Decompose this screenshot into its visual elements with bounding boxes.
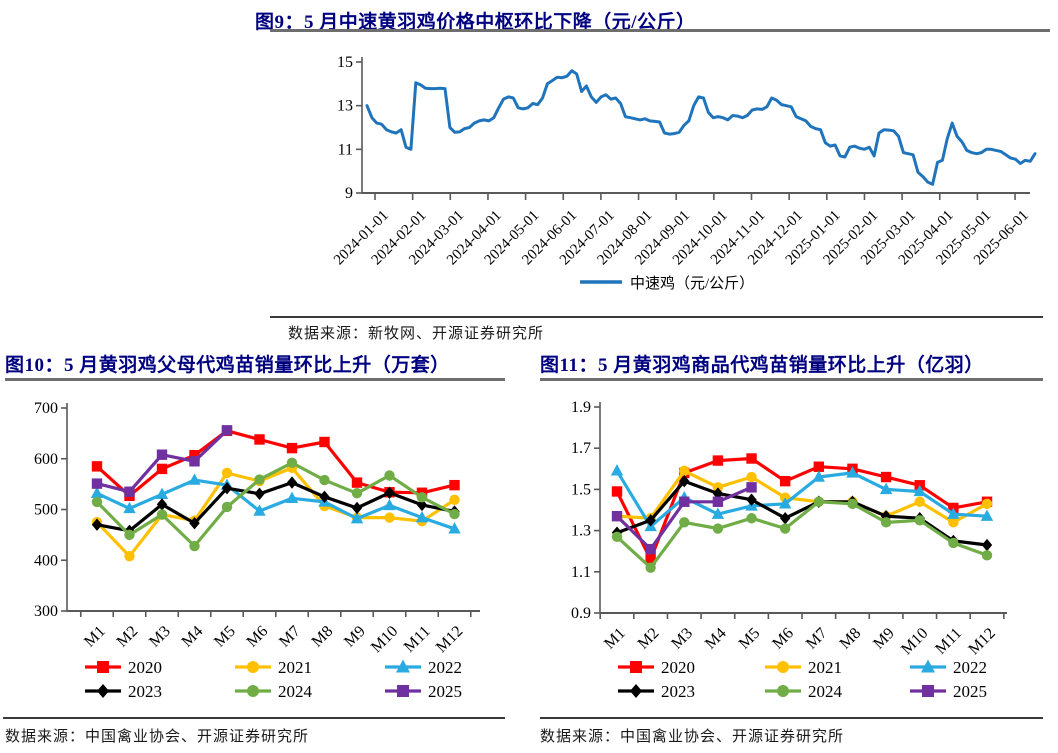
svg-text:中速鸡（元/公斤）: 中速鸡（元/公斤） — [630, 275, 754, 292]
fig10-title: 图10：5 月黄羽鸡父母代鸡苗销量环比上升（万套） — [5, 355, 450, 376]
fig10-legend: 2020 2021 2022 2023 2024 2025 — [85, 658, 462, 701]
fig10-x-ticks — [79, 611, 472, 617]
fig9-price-line-chart: 9 11 13 15 2024-01-012024-02-012024-03-01202… — [331, 54, 1037, 292]
svg-text:2024: 2024 — [808, 682, 843, 701]
svg-text:M2: M2 — [635, 625, 663, 653]
svg-text:1.9: 1.9 — [571, 399, 591, 416]
fig9-legend: 中速鸡（元/公斤） — [580, 275, 754, 292]
svg-text:2020: 2020 — [661, 658, 695, 677]
svg-text:15: 15 — [337, 54, 353, 71]
svg-text:2020: 2020 — [128, 658, 162, 677]
fig10-legend-item-2021: 2021 — [235, 658, 312, 677]
svg-text:M1: M1 — [81, 623, 109, 651]
fig9-series-price — [365, 69, 1037, 186]
svg-text:0.9: 0.9 — [571, 605, 591, 622]
fig11-legend-item-2020: 2020 — [618, 658, 695, 677]
svg-text:700: 700 — [34, 400, 58, 417]
svg-text:1.5: 1.5 — [571, 481, 591, 498]
svg-text:M10: M10 — [368, 623, 401, 656]
svg-text:1.3: 1.3 — [571, 523, 591, 540]
fig10-legend-item-2025: 2025 — [385, 682, 462, 701]
fig11-series-2024 — [611, 496, 993, 573]
fig10-x-tick-labels: M1 M2 M3 M4 M5 M6 M7 M8 M9 M10 M11 M12 — [81, 623, 466, 656]
fig10-source-rule — [3, 717, 505, 719]
fig9-source-rule — [270, 316, 1043, 318]
fig9-source-note: 数据来源：新牧网、开源证券研究所 — [288, 326, 545, 342]
svg-text:600: 600 — [34, 451, 58, 468]
svg-text:9: 9 — [345, 185, 353, 202]
fig10-legend-item-2023: 2023 — [85, 682, 162, 701]
svg-text:13: 13 — [337, 98, 353, 115]
svg-text:M9: M9 — [870, 625, 898, 653]
svg-text:2022: 2022 — [953, 658, 987, 677]
fig10-series-2025 — [91, 425, 233, 497]
fig11-title: 图11：5 月黄羽鸡商品代鸡苗销量环比上升（亿羽） — [540, 355, 984, 376]
svg-text:2021: 2021 — [278, 658, 312, 677]
svg-text:M11: M11 — [932, 625, 965, 658]
svg-text:300: 300 — [34, 603, 58, 620]
svg-text:M7: M7 — [803, 625, 831, 653]
fig11-commodity-chick-chart: 0.91.11.31.51.71.9M1 M2 M3 M4 M5 M6 M7 M8 M9 M10 M… — [571, 399, 1007, 701]
fig11-legend-item-2024: 2024 — [765, 682, 843, 701]
fig11-title-rule — [540, 378, 1043, 381]
fig11-source-note: 数据来源：中国禽业协会、开源证券研究所 — [540, 729, 845, 745]
fig10-parent-stock-chart: 300 400 500 600 700 M1 M2 M3 M4 M5 M6 M7 M8 M9 M10 M11 M… — [34, 400, 480, 701]
svg-text:M12: M12 — [433, 623, 466, 656]
fig9-x-ticks — [374, 193, 1016, 200]
svg-text:1.7: 1.7 — [571, 440, 591, 457]
svg-text:M2: M2 — [114, 623, 142, 651]
fig9-title-rule — [270, 29, 1050, 32]
svg-text:M1: M1 — [601, 625, 629, 653]
fig11-legend-item-2021: 2021 — [765, 658, 842, 677]
svg-text:M3: M3 — [146, 623, 174, 651]
svg-text:M8: M8 — [837, 625, 865, 653]
svg-text:2025: 2025 — [428, 682, 462, 701]
svg-text:M5: M5 — [211, 623, 239, 651]
svg-text:2025: 2025 — [953, 682, 987, 701]
svg-text:M6: M6 — [244, 623, 272, 651]
fig10-y-tick-labels: 300 400 500 600 700 — [34, 400, 67, 620]
svg-text:1.1: 1.1 — [571, 564, 591, 581]
svg-text:11: 11 — [338, 141, 353, 158]
fig10-legend-item-2022: 2022 — [385, 658, 462, 677]
svg-text:500: 500 — [34, 502, 58, 519]
svg-text:M6: M6 — [769, 625, 797, 653]
fig10-source-note: 数据来源：中国禽业协会、开源证券研究所 — [5, 729, 310, 745]
svg-text:M7: M7 — [276, 623, 304, 651]
fig11-source-rule — [540, 717, 1043, 719]
fig11-legend-item-2023: 2023 — [618, 682, 695, 701]
fig10-series-2024 — [91, 457, 460, 552]
fig11-series-2025 — [611, 482, 757, 555]
svg-text:M12: M12 — [965, 625, 998, 658]
fig9-title: 图9：5 月中速黄羽鸡价格中枢环比下降（元/公斤） — [255, 12, 696, 33]
fig9-y-tick-labels: 9 11 13 15 — [337, 54, 362, 202]
fig11-legend-item-2022: 2022 — [910, 658, 987, 677]
svg-text:M3: M3 — [668, 625, 696, 653]
svg-text:M10: M10 — [898, 625, 931, 658]
fig10-title-rule — [5, 378, 505, 381]
fig10-legend-item-2020: 2020 — [85, 658, 162, 677]
svg-text:M4: M4 — [702, 625, 730, 653]
fig9-x-tick-labels: 2024-01-012024-02-012024-03-012024-04-01… — [331, 208, 1032, 269]
svg-text:M5: M5 — [736, 625, 764, 653]
fig11-legend: 2020 2021 2022 2023 2024 2025 — [618, 658, 987, 701]
fig10-legend-item-2024: 2024 — [235, 682, 313, 701]
svg-text:2023: 2023 — [661, 682, 695, 701]
svg-text:M11: M11 — [401, 623, 434, 656]
svg-text:M8: M8 — [309, 623, 337, 651]
svg-text:400: 400 — [34, 552, 58, 569]
svg-text:2024: 2024 — [278, 682, 313, 701]
fig11-legend-item-2025: 2025 — [910, 682, 987, 701]
fig11-y-tick-labels: 0.9 1.1 1.3 1.5 1.7 1.9 — [571, 399, 600, 622]
svg-text:M4: M4 — [179, 623, 207, 651]
svg-text:M9: M9 — [341, 623, 369, 651]
fig11-x-tick-labels: M1 M2 M3 M4 M5 M6 M7 M8 M9 M10 M11 M12 — [601, 625, 999, 658]
svg-text:2022: 2022 — [428, 658, 462, 677]
svg-text:2021: 2021 — [808, 658, 842, 677]
fig11-x-ticks — [599, 613, 1005, 619]
svg-text:2023: 2023 — [128, 682, 162, 701]
